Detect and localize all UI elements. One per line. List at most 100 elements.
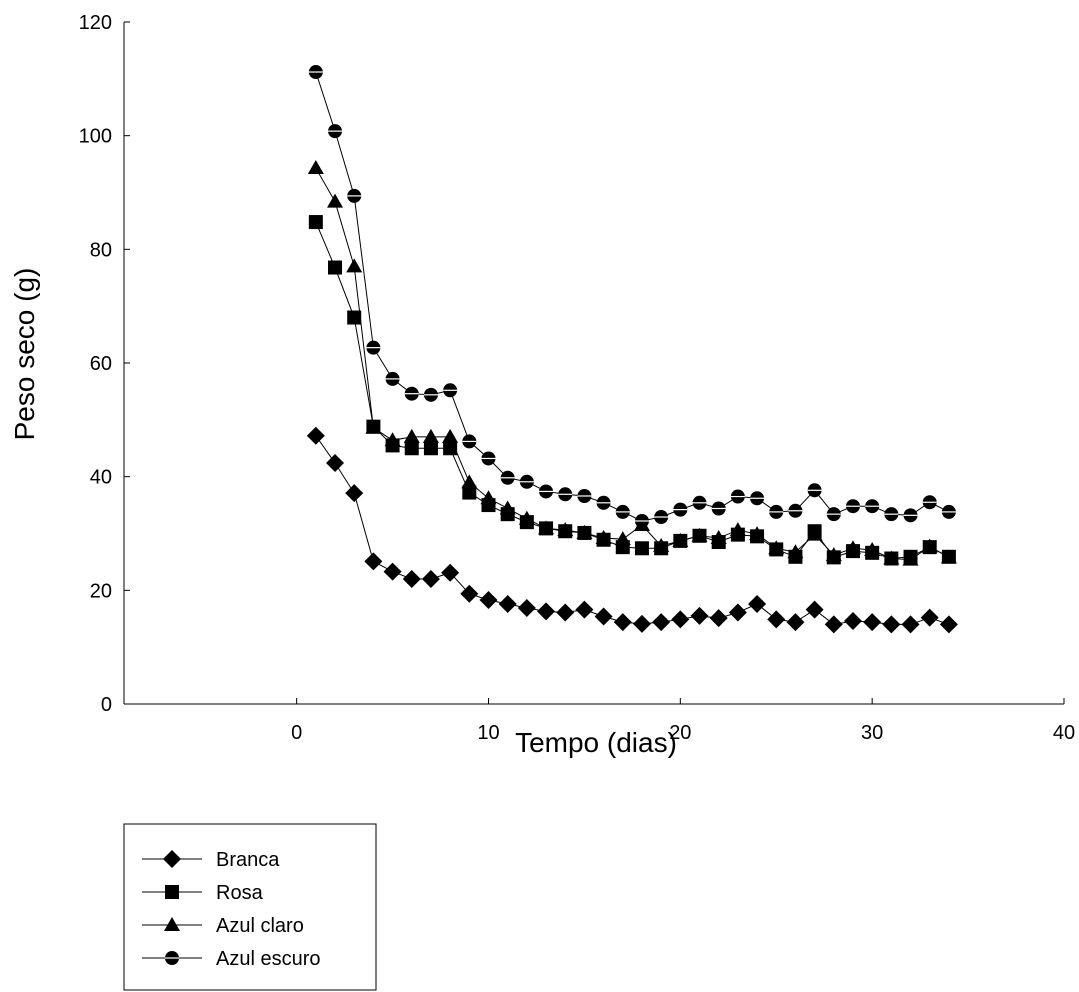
y-tick-label: 100 bbox=[79, 126, 112, 148]
diamond-marker bbox=[479, 590, 498, 609]
triangle-marker bbox=[499, 500, 516, 515]
circle-marker bbox=[807, 483, 822, 498]
circle-marker bbox=[347, 188, 362, 203]
diamond-marker bbox=[163, 850, 181, 868]
triangle-marker bbox=[787, 544, 804, 559]
circle-marker bbox=[539, 484, 554, 499]
square-marker bbox=[347, 310, 362, 325]
x-axis-title: Tempo (dias) bbox=[515, 727, 677, 758]
triangle-marker bbox=[327, 193, 344, 208]
square-marker bbox=[423, 441, 438, 456]
axes: 0 20 40 60 80 100 120 0 10 20 30 40 bbox=[79, 12, 1076, 744]
y-tick-label: 80 bbox=[90, 239, 112, 261]
circle-marker bbox=[865, 499, 880, 514]
circle-marker bbox=[404, 386, 419, 401]
x-tick-label: 0 bbox=[291, 722, 302, 744]
legend-item: Rosa bbox=[142, 882, 264, 904]
square-marker bbox=[462, 485, 477, 500]
circle-marker bbox=[558, 487, 573, 502]
triangle-marker bbox=[576, 524, 593, 539]
circle-marker bbox=[481, 451, 496, 466]
diamond-marker bbox=[345, 484, 364, 503]
x-tick-label: 10 bbox=[477, 722, 499, 744]
circle-marker bbox=[366, 340, 381, 355]
y-tick-label: 40 bbox=[90, 467, 112, 489]
triangle-marker bbox=[480, 490, 497, 505]
circle-marker bbox=[519, 474, 534, 489]
circle-marker bbox=[577, 488, 592, 503]
diamond-marker bbox=[498, 594, 517, 613]
diamond-marker bbox=[882, 615, 901, 634]
y-axis-title: Peso seco (g) bbox=[9, 268, 40, 441]
triangle-marker bbox=[902, 551, 919, 566]
circle-marker bbox=[903, 508, 918, 523]
diamond-marker bbox=[517, 598, 536, 617]
triangle-marker bbox=[940, 549, 957, 564]
triangle-marker bbox=[691, 527, 708, 542]
triangle-marker bbox=[595, 530, 612, 545]
triangle-marker bbox=[518, 510, 535, 525]
diamond-marker bbox=[748, 594, 767, 613]
circle-marker bbox=[769, 504, 784, 519]
triangle-marker bbox=[825, 547, 842, 562]
diamond-marker bbox=[402, 569, 421, 588]
circle-marker bbox=[750, 491, 765, 506]
series-line bbox=[315, 221, 950, 560]
legend-label: Rosa bbox=[216, 882, 264, 904]
circle-marker bbox=[165, 951, 179, 965]
triangle-marker bbox=[614, 531, 631, 546]
circle-marker bbox=[385, 371, 400, 386]
series-line bbox=[315, 435, 950, 625]
triangle-marker bbox=[749, 526, 766, 541]
circle-marker bbox=[462, 434, 477, 449]
triangle-marker bbox=[729, 522, 746, 537]
triangle-marker bbox=[710, 530, 727, 545]
series-line bbox=[315, 71, 950, 522]
triangle-marker bbox=[422, 428, 439, 443]
series-layer bbox=[306, 65, 958, 634]
triangle-marker bbox=[653, 538, 670, 553]
diamond-marker bbox=[364, 552, 383, 571]
triangle-marker bbox=[806, 526, 823, 541]
triangle-marker bbox=[672, 532, 689, 547]
triangle-marker bbox=[403, 428, 420, 443]
square-marker bbox=[404, 441, 419, 456]
series-branca bbox=[306, 426, 958, 634]
circle-marker bbox=[328, 124, 343, 139]
triangle-marker bbox=[883, 550, 900, 565]
diamond-marker bbox=[383, 562, 402, 581]
x-tick-label: 40 bbox=[1053, 722, 1075, 744]
diamond-marker bbox=[901, 615, 920, 634]
circle-marker bbox=[922, 495, 937, 510]
diamond-marker bbox=[671, 610, 690, 629]
diamond-marker bbox=[805, 600, 824, 619]
triangle-marker bbox=[461, 474, 478, 489]
diamond-marker bbox=[690, 606, 709, 625]
legend-label: Azul claro bbox=[216, 915, 304, 937]
triangle-marker bbox=[442, 428, 459, 443]
circle-marker bbox=[941, 504, 956, 519]
circle-marker bbox=[615, 504, 630, 519]
triangle-marker bbox=[346, 258, 363, 273]
y-tick-label: 0 bbox=[101, 694, 112, 716]
diamond-marker bbox=[556, 603, 575, 622]
diamond-marker bbox=[652, 613, 671, 632]
triangle-marker bbox=[768, 540, 785, 555]
y-tick-label: 120 bbox=[79, 12, 112, 34]
y-tick-label: 20 bbox=[90, 580, 112, 602]
diamond-marker bbox=[441, 563, 460, 582]
circle-marker bbox=[711, 501, 726, 516]
circle-marker bbox=[884, 507, 899, 522]
diamond-marker bbox=[767, 610, 786, 629]
diamond-marker bbox=[613, 613, 632, 632]
diamond-marker bbox=[824, 615, 843, 634]
triangle-marker bbox=[864, 541, 881, 556]
diamond-marker bbox=[709, 609, 728, 628]
circle-marker bbox=[443, 383, 458, 398]
circle-marker bbox=[596, 495, 611, 510]
diamond-marker bbox=[632, 614, 651, 633]
legend-box bbox=[123, 823, 377, 991]
triangle-marker bbox=[557, 522, 574, 537]
diamond-marker bbox=[421, 569, 440, 588]
